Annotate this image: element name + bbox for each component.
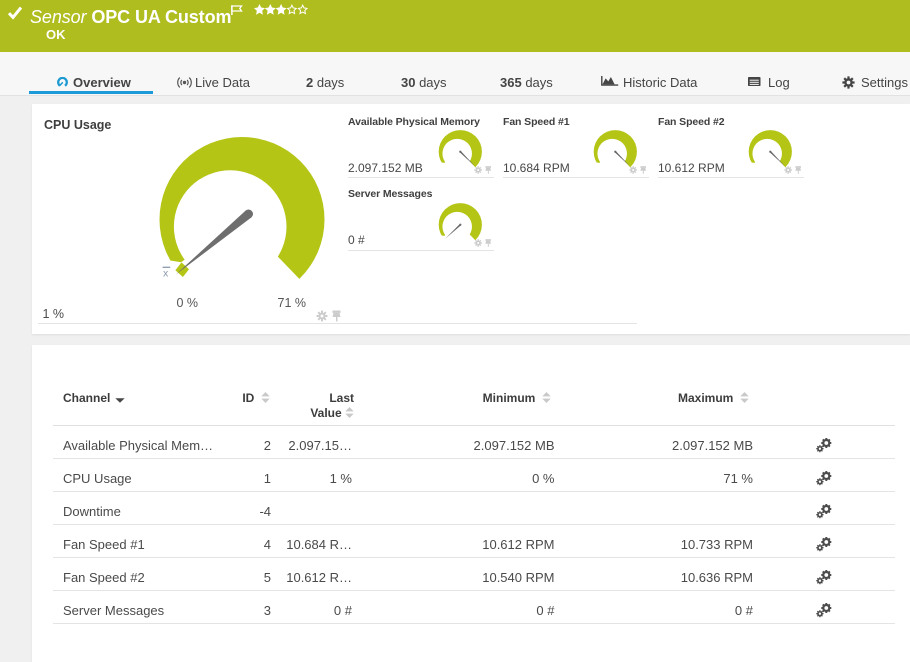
svg-text:x: x [163,268,169,280]
